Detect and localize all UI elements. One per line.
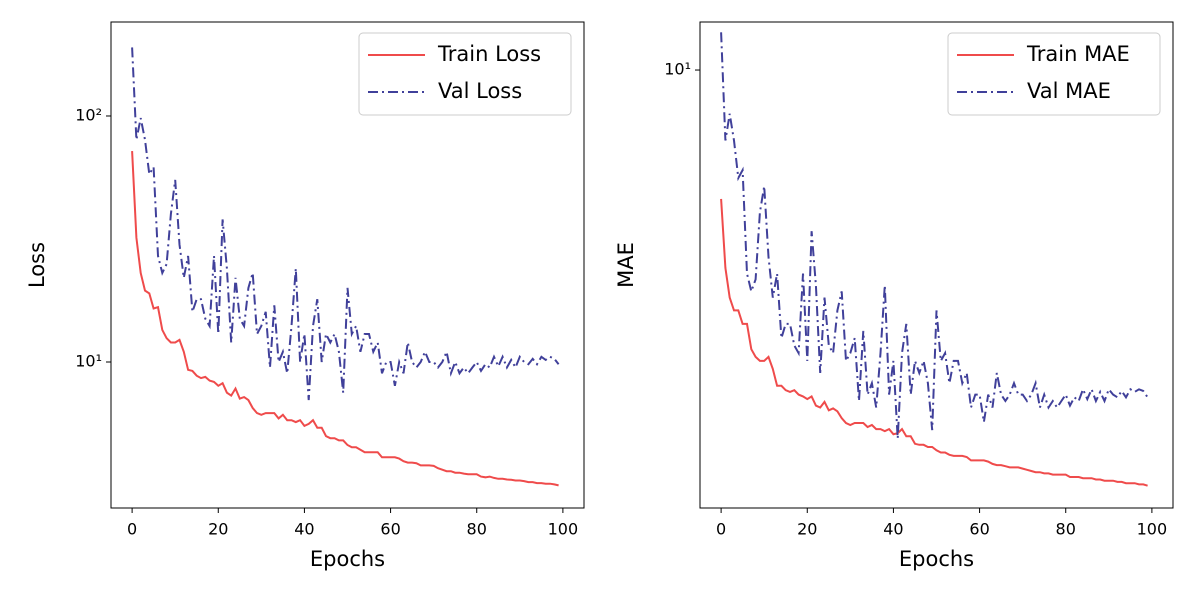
legend-box [947, 32, 1161, 116]
x-tick-label: 80 [1056, 520, 1076, 539]
x-tick-label: 60 [380, 520, 400, 539]
series-line [131, 47, 560, 401]
axes-frame [110, 21, 585, 509]
x-axis-label: Epochs [899, 547, 974, 571]
x-tick-label: 60 [969, 520, 989, 539]
legend-label: Train Loss [437, 42, 541, 66]
x-tick-label: 100 [1137, 520, 1168, 539]
x-tick-label: 0 [127, 520, 137, 539]
x-tick-label: 20 [208, 520, 228, 539]
x-tick-label: 100 [548, 520, 579, 539]
x-tick-label: 0 [716, 520, 726, 539]
y-tick-label: 10¹ [75, 351, 102, 370]
series-line [720, 32, 1149, 439]
legend-label: Val Loss [438, 79, 522, 103]
x-axis-label: Epochs [310, 547, 385, 571]
x-tick-label: 20 [797, 520, 817, 539]
legend-box [358, 32, 572, 116]
legend-label: Train MAE [1026, 42, 1130, 66]
x-tick-label: 80 [467, 520, 487, 539]
series-line [131, 151, 559, 487]
series-line [720, 198, 1148, 487]
y-axis-label: Loss [25, 242, 49, 288]
y-tick-label: 10¹ [664, 60, 691, 79]
y-tick-label: 10² [75, 105, 102, 124]
legend-label: Val MAE [1027, 79, 1111, 103]
x-tick-label: 40 [883, 520, 903, 539]
y-axis-label: MAE [614, 242, 638, 288]
x-tick-label: 40 [294, 520, 314, 539]
axes-frame [699, 21, 1174, 509]
